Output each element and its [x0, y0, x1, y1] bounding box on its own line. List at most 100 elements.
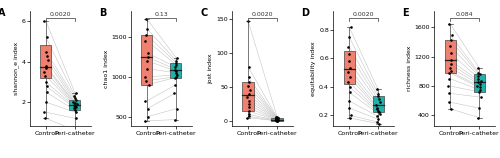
Point [40, 20, 48, 22]
Point [143, 27, 151, 30]
Text: D: D [302, 8, 310, 18]
Point [346, 114, 354, 116]
Point [142, 18, 150, 20]
Point [246, 115, 254, 118]
Point [272, 119, 280, 122]
Point [172, 118, 179, 121]
Point [144, 107, 152, 110]
Point [142, 40, 150, 42]
Point [243, 116, 251, 119]
Point [374, 95, 382, 98]
Point [144, 55, 152, 58]
Point [245, 76, 253, 78]
Point [447, 70, 455, 73]
Point [372, 108, 380, 111]
Y-axis label: shannon_e index: shannon_e index [14, 42, 19, 95]
Point [474, 81, 482, 84]
Point [42, 54, 50, 57]
Point [272, 118, 280, 120]
Text: 0.084: 0.084 [456, 12, 473, 17]
Point [474, 77, 482, 80]
Point [272, 119, 280, 122]
FancyBboxPatch shape [272, 118, 282, 121]
Point [444, 85, 452, 87]
Point [345, 35, 353, 38]
Point [43, 36, 51, 39]
Point [172, 61, 180, 64]
Point [173, 74, 181, 76]
Point [170, 91, 178, 94]
Point [445, 77, 453, 80]
Point [72, 92, 80, 94]
Point [374, 118, 382, 121]
Point [374, 92, 382, 95]
Point [344, 45, 352, 48]
Point [70, 104, 78, 106]
Point [272, 117, 280, 119]
Point [170, 76, 178, 79]
Point [272, 117, 280, 120]
Point [476, 73, 484, 76]
Point [344, 71, 351, 74]
Point [72, 99, 80, 101]
Point [376, 101, 384, 103]
Point [171, 66, 179, 68]
Point [246, 88, 254, 91]
Point [474, 66, 482, 69]
Point [144, 59, 152, 62]
Point [142, 34, 150, 36]
Point [72, 117, 80, 120]
Point [246, 106, 254, 109]
Point [70, 95, 78, 97]
Point [346, 100, 354, 102]
Point [476, 86, 484, 89]
Point [476, 96, 484, 98]
Point [346, 67, 354, 69]
Y-axis label: jost index: jost index [208, 53, 214, 84]
FancyBboxPatch shape [344, 51, 354, 84]
Point [476, 88, 484, 91]
Y-axis label: equitability index: equitability index [311, 41, 316, 96]
Point [345, 107, 353, 109]
Point [142, 100, 150, 102]
FancyBboxPatch shape [40, 46, 52, 78]
Point [245, 109, 253, 112]
Text: 0.0020: 0.0020 [50, 12, 71, 17]
Point [72, 103, 80, 105]
Point [72, 106, 80, 108]
Point [346, 25, 354, 28]
Point [475, 107, 483, 109]
Text: B: B [100, 8, 106, 18]
Point [376, 112, 384, 115]
Point [171, 83, 179, 86]
Text: C: C [200, 8, 207, 18]
Point [144, 52, 152, 54]
Point [70, 107, 78, 109]
Point [375, 111, 383, 113]
Point [143, 67, 151, 70]
Point [446, 44, 454, 47]
Point [43, 91, 51, 93]
Point [144, 83, 152, 86]
Point [44, 58, 52, 61]
Point [41, 75, 49, 77]
Point [42, 81, 50, 83]
FancyBboxPatch shape [474, 74, 484, 92]
Point [474, 116, 482, 119]
FancyBboxPatch shape [70, 100, 80, 110]
Point [144, 115, 152, 118]
Point [172, 59, 180, 62]
Point [274, 118, 282, 121]
Point [374, 98, 382, 101]
Point [172, 70, 180, 72]
Point [244, 19, 252, 22]
Point [374, 115, 382, 118]
Point [42, 64, 50, 67]
Point [447, 59, 455, 62]
Point [172, 64, 180, 66]
Point [40, 111, 48, 113]
Text: 0.13: 0.13 [154, 12, 168, 17]
Point [274, 116, 282, 119]
Point [245, 113, 253, 115]
Point [72, 102, 80, 104]
